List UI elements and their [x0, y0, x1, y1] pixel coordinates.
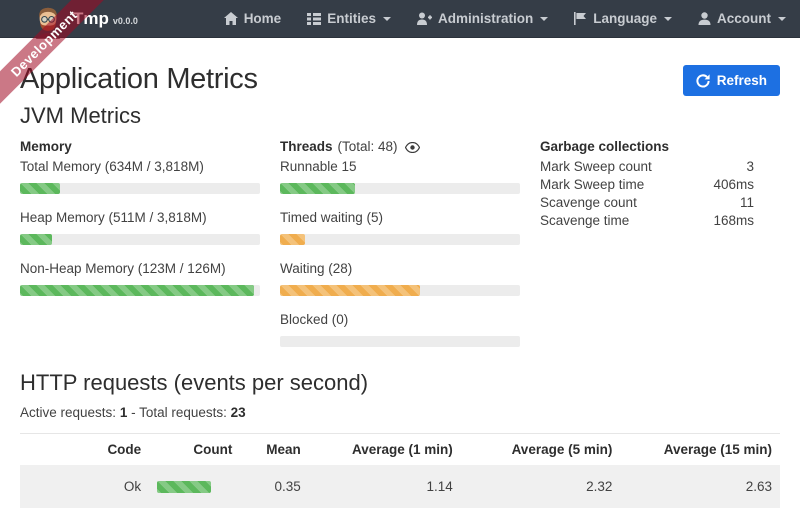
total-requests-label: Total requests:	[139, 405, 227, 420]
nav-item-entities[interactable]: Entities	[307, 11, 391, 26]
memory-section: Memory Total Memory (634M / 3,818M) Heap…	[20, 139, 260, 363]
gc-label: Mark Sweep count	[540, 159, 652, 174]
cell-avg-1min: 1.14	[426, 479, 453, 494]
col-header-mean: Mean	[266, 442, 301, 457]
total-requests-value: 23	[230, 405, 246, 420]
chevron-down-icon	[382, 16, 391, 25]
nav-item-label: Administration	[437, 11, 534, 26]
table-header-row: Code Count Mean Average (1 min) Average …	[20, 434, 780, 466]
cell-mean: 0.35	[274, 479, 301, 494]
cell-count	[149, 465, 240, 508]
col-header-avg-5min: Average (5 min)	[511, 442, 613, 457]
metric-label: Heap Memory (511M / 3,818M)	[20, 210, 207, 225]
gc-value: 406ms	[713, 177, 754, 192]
gc-value: 168ms	[713, 213, 754, 228]
col-header-avg-1min: Average (1 min)	[351, 442, 453, 457]
threads-section: Threads (Total: 48) Runnable 15 Timed wa…	[280, 139, 520, 363]
home-icon	[223, 12, 238, 25]
col-header-count: Count	[193, 442, 233, 457]
user-icon	[698, 12, 711, 25]
table-row: Ok 0.35 1.14 2.32 2.63	[20, 465, 780, 508]
progress-bar	[20, 234, 53, 245]
list-icon	[307, 13, 322, 25]
jvm-metrics-title: JVM Metrics	[20, 103, 141, 128]
chevron-down-icon	[778, 16, 786, 25]
gc-value: 11	[739, 195, 754, 210]
metric-label: Timed waiting (5)	[280, 210, 384, 225]
brand-version: v0.0.0	[112, 15, 138, 26]
progress-bar	[280, 234, 305, 245]
chevron-down-icon	[540, 16, 549, 25]
progress-bar	[20, 183, 60, 194]
progress-track	[20, 234, 260, 245]
http-requests-title: HTTP requests (events per second)	[20, 370, 369, 395]
gc-row: Scavenge count 11	[540, 194, 780, 212]
brand-name: Tmp	[73, 8, 109, 28]
progress-track	[20, 183, 260, 194]
brand[interactable]: Tmp v0.0.0	[0, 0, 138, 39]
metric-label: Waiting (28)	[280, 261, 353, 276]
threads-title: Threads (Total: 48)	[280, 139, 520, 155]
refresh-button-label: Refresh	[716, 73, 767, 88]
refresh-icon	[696, 73, 710, 87]
metric-label: Blocked (0)	[280, 312, 349, 327]
col-header-code: Code	[107, 442, 142, 457]
navbar: Tmp v0.0.0 Home Entities Administration …	[0, 0, 800, 39]
nav-item-label: Entities	[327, 11, 376, 26]
gc-label: Mark Sweep time	[540, 177, 645, 192]
count-bar	[157, 480, 212, 493]
jvm-metrics-row: Memory Total Memory (634M / 3,818M) Heap…	[20, 139, 780, 363]
threads-total: (Total: 48)	[337, 139, 398, 154]
http-requests-table: Code Count Mean Average (1 min) Average …	[20, 433, 780, 508]
gc-value: 3	[746, 159, 754, 174]
gc-section: Garbage collections Mark Sweep count 3 M…	[540, 139, 780, 363]
memory-title: Memory	[20, 139, 72, 154]
nav-item-label: Account	[717, 11, 771, 26]
progress-track	[280, 336, 520, 347]
metric-label: Runnable 15	[280, 159, 357, 174]
page-title: Application Metrics	[20, 63, 258, 95]
progress-track	[280, 183, 520, 194]
progress-bar	[280, 183, 356, 194]
jhipster-logo-icon	[35, 7, 61, 39]
active-requests-value: 1	[119, 405, 128, 420]
nav-item-home[interactable]: Home	[223, 11, 282, 26]
nav-item-label: Language	[593, 11, 657, 26]
gc-title: Garbage collections	[540, 139, 670, 154]
user-plus-icon	[416, 12, 432, 25]
metric-label: Non-Heap Memory (123M / 126M)	[20, 261, 226, 276]
progress-track	[280, 285, 520, 296]
gc-row: Scavenge time 168ms	[540, 212, 780, 230]
nav-item-account[interactable]: Account	[698, 11, 786, 26]
progress-bar	[20, 285, 255, 296]
cell-avg-15min: 2.63	[745, 479, 772, 494]
progress-bar	[280, 285, 420, 296]
gc-label: Scavenge count	[540, 195, 637, 210]
requests-summary: Active requests: 1 - Total requests: 23	[20, 405, 780, 420]
progress-track	[280, 234, 520, 245]
nav-item-administration[interactable]: Administration	[416, 11, 549, 26]
main-content: Application Metrics Refresh JVM Metrics …	[0, 38, 800, 508]
eye-icon[interactable]	[404, 141, 420, 153]
threads-title-text: Threads	[280, 139, 333, 154]
metric-label: Total Memory (634M / 3,818M)	[20, 159, 204, 174]
cell-code: Ok	[123, 479, 142, 494]
nav-item-language[interactable]: Language	[574, 11, 672, 26]
refresh-button[interactable]: Refresh	[682, 65, 780, 96]
col-header-avg-15min: Average (15 min)	[663, 442, 772, 457]
progress-track	[20, 285, 260, 296]
gc-rows: Mark Sweep count 3 Mark Sweep time 406ms…	[540, 158, 780, 230]
gc-label: Scavenge time	[540, 213, 630, 228]
flag-icon	[574, 12, 587, 25]
chevron-down-icon	[664, 16, 672, 25]
nav-links: Home Entities Administration Language Ac…	[223, 11, 786, 26]
gc-row: Mark Sweep count 3	[540, 158, 780, 176]
gc-row: Mark Sweep time 406ms	[540, 176, 780, 194]
nav-item-label: Home	[243, 11, 282, 26]
cell-avg-5min: 2.32	[586, 479, 613, 494]
active-requests-label: Active requests:	[20, 405, 117, 420]
summary-separator: -	[131, 405, 136, 420]
